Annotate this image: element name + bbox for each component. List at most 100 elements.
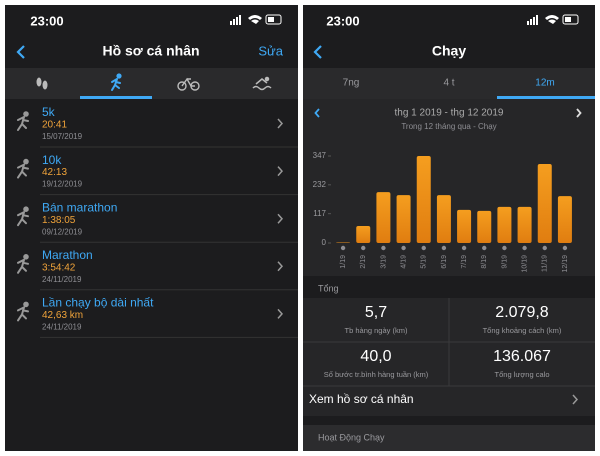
axis-dot <box>421 245 426 251</box>
icon-body <box>17 211 29 227</box>
chevron <box>277 213 284 224</box>
tab-walk[interactable] <box>36 77 48 90</box>
x-tick-label: 5/19 <box>421 255 428 269</box>
run-icon <box>17 301 29 322</box>
date-range: thg 1 2019 - thg 12 2019 <box>395 108 504 119</box>
record-date: 24/11/2019 <box>42 275 82 284</box>
section-title: Hoạt Động Chạy <box>318 432 385 442</box>
nav-title: Hồ sơ cá nhân <box>102 43 199 59</box>
record-date: 09/12/2019 <box>42 227 83 236</box>
axis-dot <box>522 245 527 251</box>
tab-bar <box>5 68 298 99</box>
y-tick-label: 232 <box>313 180 327 189</box>
x-tick-label: 9/19 <box>501 255 508 269</box>
stat-label: Tổng khoảng cách (km) <box>483 326 562 335</box>
stat-label: Số bước tr.bình hàng tuần (km) <box>324 370 429 379</box>
axis-dot <box>401 245 406 251</box>
record-date: 19/12/2019 <box>42 180 83 189</box>
record-value: 20:41 <box>42 120 67 131</box>
tab-swim[interactable] <box>252 76 272 91</box>
record-name: 5k <box>42 105 56 119</box>
bar <box>416 156 431 243</box>
bar <box>537 164 552 243</box>
icon-head <box>23 111 29 117</box>
tab-run[interactable] <box>111 73 122 91</box>
range-tab[interactable]: 12m <box>535 78 554 89</box>
profile-link[interactable]: Xem hồ sơ cá nhân <box>309 392 414 406</box>
tab-indicator <box>497 96 595 99</box>
axis-dot <box>441 245 447 251</box>
bar <box>457 209 472 243</box>
x-tick-label: 6/19 <box>441 255 448 269</box>
x-tick-label: 2/19 <box>360 255 367 269</box>
x-tick-label: 10/19 <box>521 255 528 273</box>
bar-chart: 0 117 232 347 1/19 2/19 3/19 4/19 5/19 6/19 7/19 8/… <box>313 151 572 273</box>
run-icon <box>17 111 29 131</box>
record-name: Lần chạy bộ dài nhất <box>42 296 154 310</box>
x-tick-label: 8/19 <box>481 255 488 269</box>
record-date: 15/07/2019 <box>42 132 83 141</box>
record-date: 24/11/2019 <box>42 323 82 332</box>
nav-title: Chạy <box>432 43 466 59</box>
back-button[interactable] <box>313 45 322 59</box>
stat-value: 40,0 <box>360 348 391 365</box>
status-time: 23:00 <box>30 13 63 28</box>
y-tick-label: 347 <box>313 151 327 160</box>
totals-title: Tổng <box>318 283 339 293</box>
record-value: 42,63 km <box>42 310 83 321</box>
run-icon <box>17 253 29 274</box>
icon-body <box>17 306 29 322</box>
profile-row[interactable] <box>303 386 595 416</box>
axis-dot <box>482 245 487 251</box>
record-value: 42:13 <box>42 167 67 178</box>
record-value: 1:38:05 <box>42 215 76 226</box>
bar <box>376 192 391 243</box>
chevron <box>277 308 284 319</box>
axis-dot <box>562 245 568 251</box>
icon-body <box>17 258 29 274</box>
range-tab[interactable]: 7ng <box>343 78 360 89</box>
totals-header <box>303 278 595 298</box>
bar <box>517 206 532 243</box>
bar <box>396 195 411 243</box>
stat-label: Tổng lượng calo <box>495 370 550 379</box>
x-tick-label: 1/19 <box>340 255 347 269</box>
back-button[interactable] <box>16 45 25 59</box>
record-value: 3:54:42 <box>42 262 76 273</box>
range-tab[interactable]: 4 t <box>443 78 454 89</box>
x-tick-label: 3/19 <box>380 255 387 269</box>
axis-dot <box>361 245 366 251</box>
status-icons <box>230 14 282 25</box>
run-icon <box>17 158 29 179</box>
bar <box>557 196 572 243</box>
axis-dot <box>502 245 507 251</box>
icon-head <box>23 253 29 260</box>
x-tick-label: 4/19 <box>400 255 407 269</box>
x-tick-label: 7/19 <box>461 255 468 269</box>
chevron <box>572 394 579 405</box>
record-name: Marathon <box>42 248 93 262</box>
status-icons <box>527 14 579 25</box>
tab-bike[interactable] <box>177 77 200 91</box>
y-tick-label: 117 <box>313 209 326 218</box>
bar <box>497 206 512 243</box>
bar <box>356 225 371 243</box>
edit-button[interactable]: Sửa <box>258 43 283 58</box>
next-button[interactable] <box>576 108 582 118</box>
axis-dot <box>542 245 547 251</box>
record-name: 10k <box>42 153 62 167</box>
run-icon <box>17 206 29 227</box>
stat-value: 5,7 <box>365 304 387 321</box>
chevron <box>277 261 284 272</box>
chart-subtitle: Trong 12 tháng qua - Chạy <box>401 122 496 131</box>
y-tick-label: 0 <box>322 238 327 247</box>
prev-button[interactable] <box>314 108 320 118</box>
icon-head <box>23 158 29 165</box>
